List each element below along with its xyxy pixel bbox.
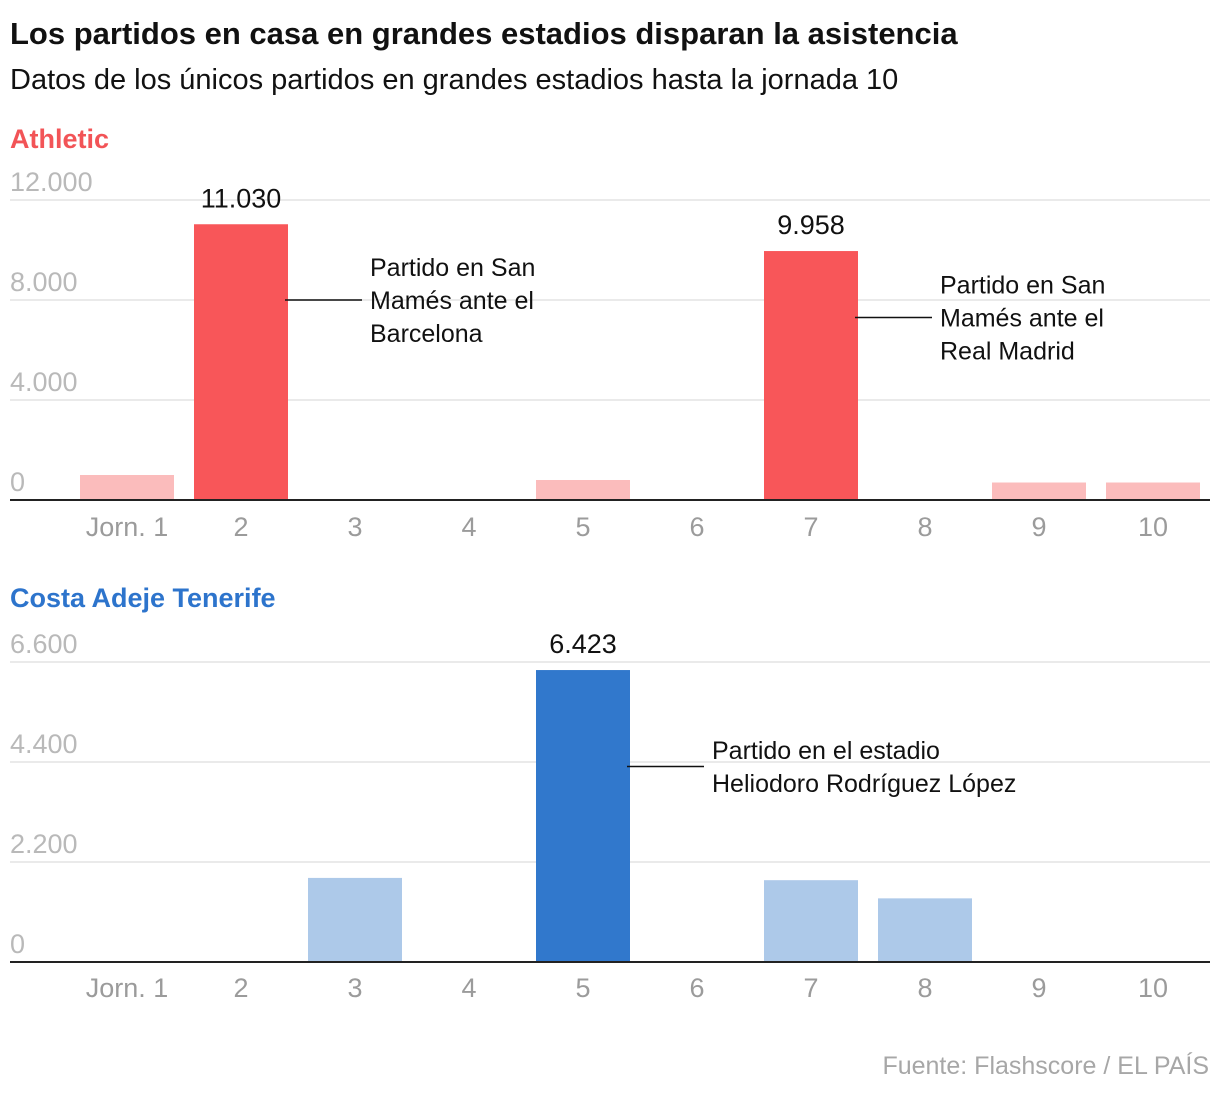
x-tick-label: 4 [461,973,476,1003]
x-tick-label: 5 [575,973,590,1003]
annotation-text: Partido en el estadio [712,737,940,765]
bar [992,482,1086,500]
x-tick-label: 2 [233,512,248,542]
annotation-text: Mamés ante el [370,287,534,315]
chart-title: Los partidos en casa en grandes estadios… [10,16,958,51]
bar [536,480,630,500]
bar-highlight [764,251,858,500]
bar [764,880,858,962]
data-label: 6.423 [549,629,617,659]
annotation-text: Mamés ante el [940,305,1104,333]
annotation-text: Partido en San [370,254,535,282]
y-tick-label: 0 [10,929,25,959]
data-label: 9.958 [777,210,845,240]
chart-source: Fuente: Flashscore / EL PAÍS [882,1051,1209,1080]
bar [1106,482,1200,500]
bar [878,898,972,962]
y-tick-label: 4.000 [10,367,78,397]
x-tick-label: 8 [917,973,932,1003]
panel-title: Costa Adeje Tenerife [10,583,276,613]
bar [308,877,402,962]
y-tick-label: 0 [10,467,25,497]
x-tick-label: 10 [1138,973,1168,1003]
x-tick-label: 3 [347,973,362,1003]
y-tick-label: 8.000 [10,267,78,297]
chart-subtitle: Datos de los únicos partidos en grandes … [10,64,898,96]
y-tick-label: 6.600 [10,629,78,659]
tenerife-panel: Costa Adeje Tenerife 0 2.200 4.400 6.600 Jorn… [10,583,1210,1003]
panel-title: Athletic [10,124,109,154]
x-tick-label: 10 [1138,512,1168,542]
annotation-text: Barcelona [370,320,483,348]
athletic-panel: Athletic 0 4.000 8.000 12.000 Jorn. 1 2 3 4 5 6 7 8 9… [10,124,1210,542]
x-tick-label: 8 [917,512,932,542]
bar [80,475,174,500]
x-tick-label: 7 [803,973,818,1003]
x-tick-label: 6 [689,973,704,1003]
x-tick-label: 6 [689,512,704,542]
y-tick-label: 2.200 [10,829,78,859]
x-tick-label: 3 [347,512,362,542]
x-tick-label: 7 [803,512,818,542]
annotation-text: Real Madrid [940,338,1075,366]
data-label: 11.030 [201,183,282,213]
annotation-text: Heliodoro Rodríguez López [712,770,1016,798]
x-tick-label: 4 [461,512,476,542]
y-tick-label: 4.400 [10,729,78,759]
x-tick-label: 2 [233,973,248,1003]
annotation-text: Partido en San [940,272,1105,300]
bar-highlight [194,224,288,500]
x-tick-label: Jorn. 1 [86,512,169,542]
x-tick-label: 9 [1031,973,1046,1003]
y-tick-label: 12.000 [10,167,93,197]
x-tick-label: 5 [575,512,590,542]
x-tick-label: 9 [1031,512,1046,542]
x-tick-label: Jorn. 1 [86,973,169,1003]
bar-highlight [536,670,630,962]
